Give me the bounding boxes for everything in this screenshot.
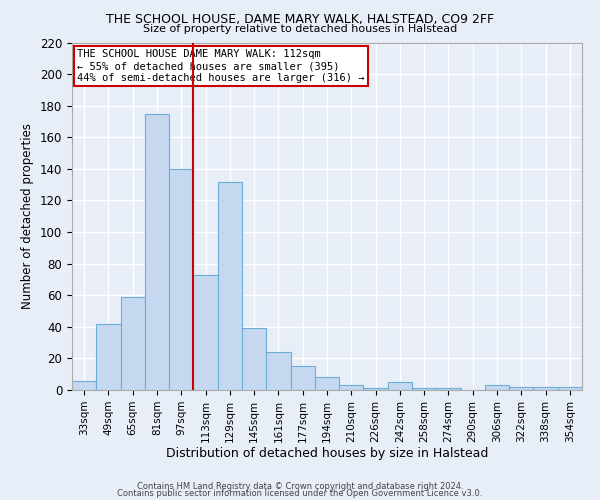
Bar: [72, 380, 96, 390]
Bar: [169, 169, 193, 390]
Bar: [412, 388, 436, 390]
Bar: [218, 182, 242, 390]
Text: THE SCHOOL HOUSE, DAME MARY WALK, HALSTEAD, CO9 2FF: THE SCHOOL HOUSE, DAME MARY WALK, HALSTE…: [106, 12, 494, 26]
Text: THE SCHOOL HOUSE DAME MARY WALK: 112sqm
← 55% of detached houses are smaller (39: THE SCHOOL HOUSE DAME MARY WALK: 112sqm …: [77, 50, 365, 82]
Bar: [121, 297, 145, 390]
Y-axis label: Number of detached properties: Number of detached properties: [22, 123, 34, 309]
Bar: [315, 378, 339, 390]
Text: Contains public sector information licensed under the Open Government Licence v3: Contains public sector information licen…: [118, 490, 482, 498]
Bar: [533, 387, 558, 390]
Bar: [364, 388, 388, 390]
Bar: [436, 388, 461, 390]
Bar: [242, 328, 266, 390]
Bar: [193, 274, 218, 390]
Bar: [290, 366, 315, 390]
X-axis label: Distribution of detached houses by size in Halstead: Distribution of detached houses by size …: [166, 448, 488, 460]
Text: Size of property relative to detached houses in Halstead: Size of property relative to detached ho…: [143, 24, 457, 34]
Bar: [266, 352, 290, 390]
Bar: [485, 386, 509, 390]
Bar: [558, 387, 582, 390]
Bar: [388, 382, 412, 390]
Bar: [509, 387, 533, 390]
Bar: [145, 114, 169, 390]
Text: Contains HM Land Registry data © Crown copyright and database right 2024.: Contains HM Land Registry data © Crown c…: [137, 482, 463, 491]
Bar: [96, 324, 121, 390]
Bar: [339, 386, 364, 390]
